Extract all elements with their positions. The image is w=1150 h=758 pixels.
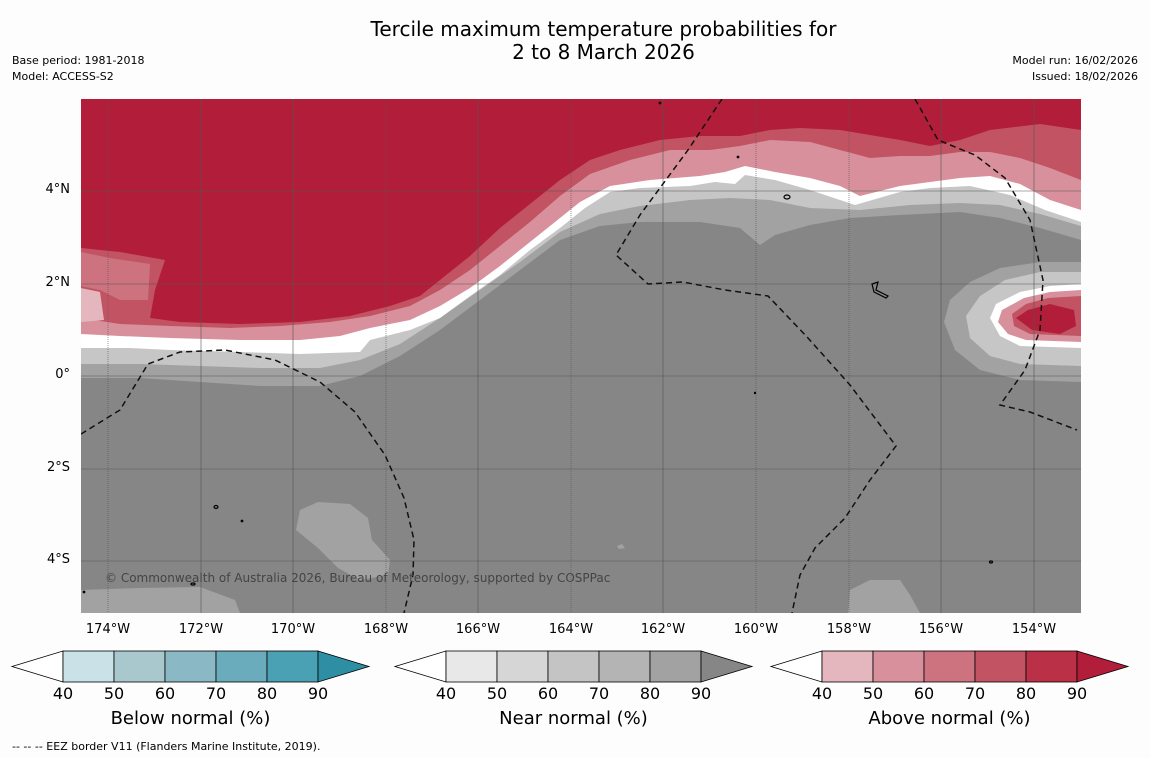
meta-right: Model run: 16/02/2026 Issued: 18/02/2026 [1012,53,1138,85]
colorbar-segment [598,650,651,683]
lon-label: 158°W [826,622,872,637]
colorbar-extend-low [769,650,823,683]
eez-borders [81,99,1078,613]
island-1 [783,194,791,200]
colorbar-segment [266,650,319,683]
graticule [81,99,1081,613]
colorbar-segment [821,650,874,683]
chart-title: Tercile maximum temperature probabilitie… [0,18,1150,64]
colorbar-tick-label: 40 [435,684,457,703]
lon-label: 174°W [85,622,131,637]
near-normal-patch-sw [81,587,240,613]
eez-border-east [914,99,1078,431]
colorbar-segment [872,650,925,683]
colorbar-segment [974,650,1027,683]
above-normal-west-wedge [81,252,150,300]
colorbar-segment [164,650,217,683]
model-run: Model run: 16/02/2026 [1012,54,1138,67]
above-normal-west-wedge-light [81,288,104,322]
colorbar-extend-high [1076,650,1130,683]
colorbar-segment [113,650,166,683]
above-normal-east-90 [1016,304,1076,334]
model-name: Model: ACCESS-S2 [12,70,114,83]
colorbar-tick-label: 80 [256,684,278,703]
colorbar-tick-label: 80 [639,684,661,703]
lat-label: 4°S [46,552,70,567]
lon-label: 170°W [270,622,316,637]
lon-label: 156°W [918,622,964,637]
island-2 [871,281,890,299]
colorbar-title: Near normal (%) [499,708,648,729]
above-normal-90-core [81,99,1081,324]
near-normal-patch-south [296,502,390,580]
lat-label: 0° [55,367,70,382]
colorbar-extend-high [700,650,754,683]
colorbar-tick-label: 70 [964,684,986,703]
lon-label: 164°W [548,622,594,637]
lon-label: 160°W [733,622,779,637]
island-3 [213,504,219,510]
colorbar-segment [1025,650,1078,683]
colorbar-tick-label: 70 [588,684,610,703]
colorbar-tick-label: 40 [811,684,833,703]
colorbar-tick-label: 90 [690,684,712,703]
footnote: -- -- -- EEZ border V11 (Flanders Marine… [12,740,321,753]
island-8 [240,519,244,523]
colorbar-title: Below normal (%) [110,708,271,729]
colorbar-tick-label: 50 [486,684,508,703]
lon-label: 172°W [178,622,224,637]
near-normal-patch-se [848,580,920,613]
issued-date: Issued: 18/02/2026 [1031,70,1138,83]
colorbar-segment [62,650,115,683]
title-line-1: Tercile maximum temperature probabilitie… [370,17,837,41]
eez-border-central [615,99,897,613]
base-period: Base period: 1981-2018 [12,54,145,67]
colorbar-segment [496,650,549,683]
colorbar-tick-label: 50 [103,684,125,703]
colorbar-extend-low [10,650,64,683]
island-9 [753,391,757,395]
colorbar-extend-low [393,650,447,683]
colorbar-segment [923,650,976,683]
lon-label: 168°W [363,622,409,637]
colorbar-extend-high [317,650,371,683]
copyright-credit: © Commonwealth of Australia 2026, Bureau… [105,571,611,585]
colorbar-tick-label: 40 [52,684,74,703]
colorbar-tick-label: 90 [1066,684,1088,703]
island-6 [658,101,662,105]
colorbar-tick-label: 60 [537,684,559,703]
lon-label: 166°W [455,622,501,637]
meta-left: Base period: 1981-2018 Model: ACCESS-S2 [12,53,144,85]
title-line-2: 2 to 8 March 2026 [512,40,695,64]
colorbar-tick-label: 60 [913,684,935,703]
island-4 [190,582,196,586]
colorbar-segment [547,650,600,683]
islands [82,101,994,594]
island-7 [736,155,740,159]
colorbar-tick-label: 90 [307,684,329,703]
colorbar-tick-label: 50 [862,684,884,703]
colorbar-segment [215,650,268,683]
colorbars [10,650,1130,683]
colorbar-tick-label: 80 [1015,684,1037,703]
colorbar-title: Above normal (%) [868,708,1031,729]
lat-label: 4°N [45,182,71,197]
island-10 [82,590,86,594]
lat-label: 2°N [45,275,71,290]
colorbar-segment [649,650,702,683]
small-patch [617,544,625,549]
colorbar-tick-label: 70 [205,684,227,703]
lon-label: 162°W [640,622,686,637]
island-5 [988,560,994,564]
colorbar-segment [445,650,498,683]
colorbar-tick-label: 60 [154,684,176,703]
lat-label: 2°S [46,460,70,475]
lon-label: 154°W [1011,622,1057,637]
